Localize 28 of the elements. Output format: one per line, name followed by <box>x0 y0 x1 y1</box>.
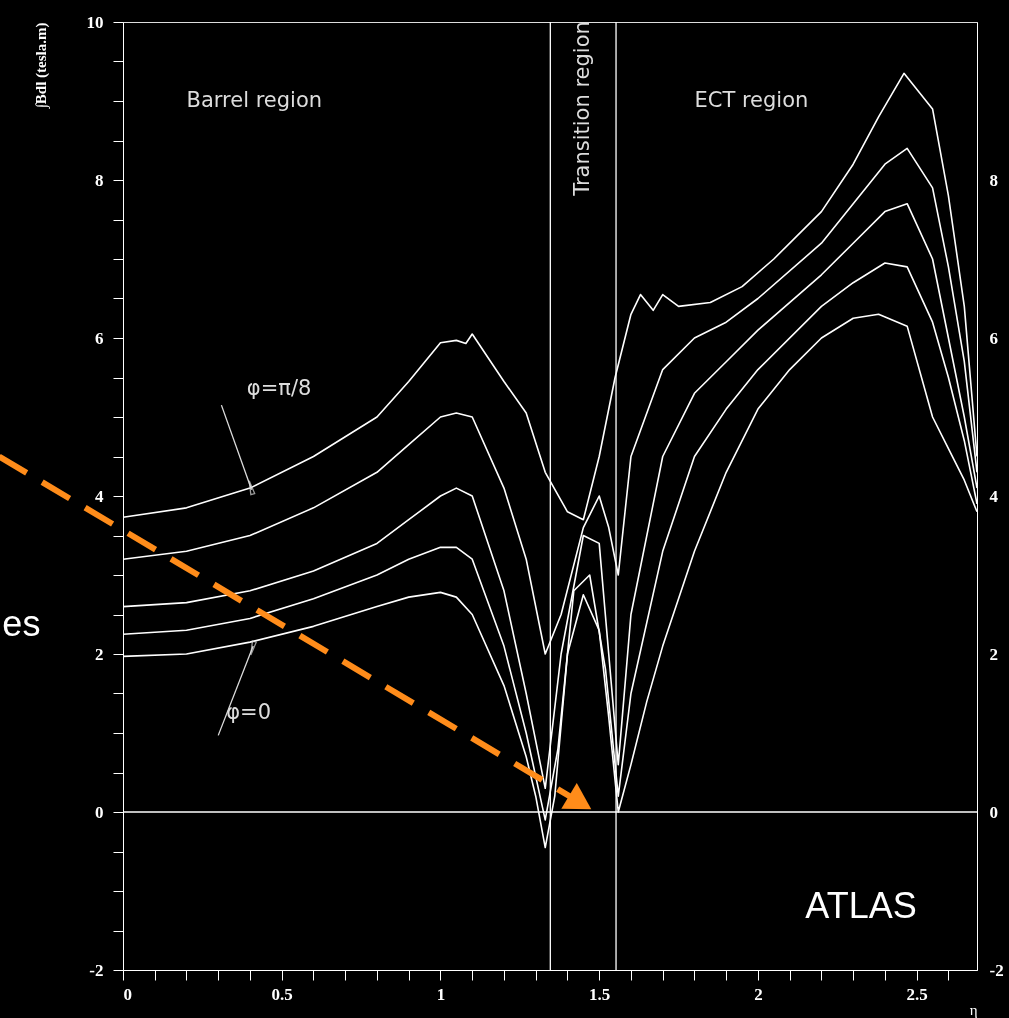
annotation: Transition region <box>570 21 595 197</box>
x-tick-label: 1.5 <box>589 984 611 1004</box>
x-tick-label: 0.5 <box>271 984 293 1004</box>
y2-tick-label: 6 <box>989 328 998 348</box>
y2-tick-label: -2 <box>989 960 1004 980</box>
y-axis-title: ∫Bdl (tesla.m) <box>32 22 50 110</box>
y2-tick-label: 8 <box>989 170 998 190</box>
y2-tick-label: 2 <box>989 644 998 664</box>
x-tick-label: 2.5 <box>906 984 928 1004</box>
y-tick-label: -2 <box>89 960 104 980</box>
annotation: ATLAS <box>805 884 917 926</box>
y-tick-label: 0 <box>95 802 104 822</box>
x-tick-label: 2 <box>754 984 763 1004</box>
y-tick-label: 2 <box>95 644 104 664</box>
annotation: φ=π/8 <box>246 376 312 401</box>
text: es <box>2 602 41 644</box>
y2-tick-label: 0 <box>989 802 998 822</box>
x-axis-title: η <box>969 1001 978 1018</box>
annotation: φ=0 <box>226 700 271 725</box>
annotation: ECT region <box>694 88 809 112</box>
y-tick-label: 4 <box>95 486 104 506</box>
x-tick-label: 1 <box>436 984 446 1004</box>
x-tick-label: 0 <box>123 984 132 1004</box>
y-tick-label: 6 <box>95 328 104 348</box>
annotation: Barrel region <box>186 88 323 112</box>
y-tick-label: 10 <box>86 12 104 32</box>
y2-tick-label: 4 <box>989 486 999 506</box>
y-tick-label: 8 <box>95 170 104 190</box>
